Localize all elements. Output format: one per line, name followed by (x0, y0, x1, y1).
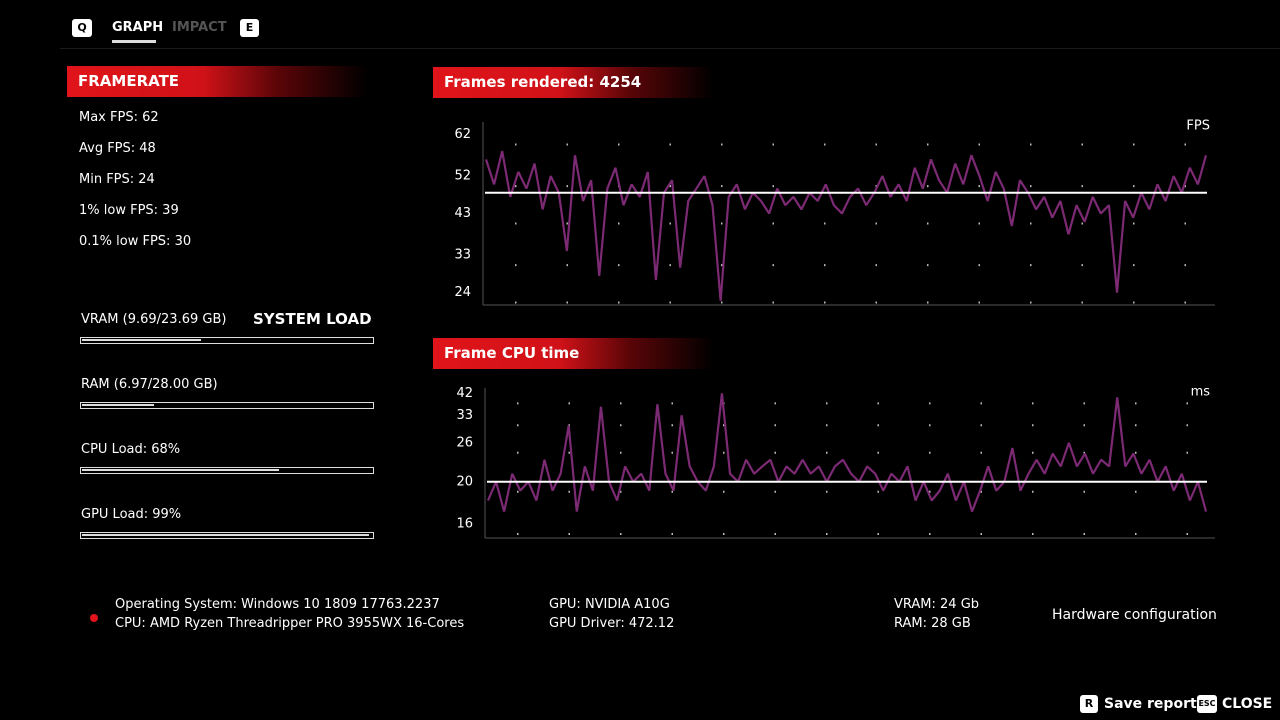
hw-gpu: GPU: NVIDIA A10G (549, 597, 670, 612)
load-label: GPU Load: 99% (81, 507, 182, 522)
stat: Min FPS: 24 (79, 172, 155, 187)
e-key[interactable]: E (240, 19, 259, 37)
graph-header: Frame CPU time (433, 338, 714, 369)
frame-line (486, 393, 1208, 512)
y-tick-label: 42 (456, 386, 473, 401)
y-tick-label: 24 (454, 285, 471, 300)
tab-graph[interactable]: GRAPH (112, 20, 164, 35)
unit-label: FPS (1186, 119, 1210, 134)
load-label: RAM (6.97/28.00 GB) (81, 377, 218, 392)
framerate-header: FRAMERATE (67, 66, 368, 97)
load-fill (82, 339, 201, 341)
hw-title: Hardware configuration (1052, 607, 1217, 623)
stat: 1% low FPS: 39 (79, 203, 179, 218)
stat: Avg FPS: 48 (79, 141, 156, 156)
stat: Max FPS: 62 (79, 110, 159, 125)
y-tick-label: 20 (456, 474, 473, 489)
save-report[interactable]: Save report (1104, 696, 1197, 712)
y-tick-label: 33 (454, 248, 471, 263)
divider (60, 48, 1280, 49)
hw-vram: VRAM: 24 Gb (894, 597, 980, 612)
tab-underline (112, 40, 156, 43)
save-key[interactable]: R (1080, 695, 1098, 713)
load-track (80, 337, 374, 344)
load-label: VRAM (9.69/23.69 GB) (81, 312, 227, 327)
unit-label: ms (1191, 385, 1211, 400)
y-tick-label: 26 (456, 435, 473, 450)
load-fill (82, 534, 370, 536)
y-tick-label: 33 (456, 408, 473, 423)
hw-ram: RAM: 28 GB (894, 616, 971, 631)
load-track (80, 402, 374, 409)
frame-line (484, 150, 1208, 301)
system-load-title: SYSTEM LOAD (253, 310, 372, 328)
close[interactable]: CLOSE (1222, 696, 1273, 712)
load-fill (82, 404, 155, 406)
tab-impact[interactable]: IMPACT (172, 20, 227, 35)
graph-header: Frames rendered: 4254 (433, 67, 714, 98)
y-tick-label: 52 (454, 169, 471, 184)
hw-os: Operating System: Windows 10 1809 17763.… (115, 597, 440, 612)
status-dot (90, 614, 98, 622)
y-tick-label: 16 (456, 516, 473, 531)
y-tick-label: 43 (454, 206, 471, 221)
q-key[interactable]: Q (72, 19, 92, 37)
load-track (80, 467, 374, 474)
load-track (80, 532, 374, 539)
load-fill (82, 469, 280, 471)
y-tick-label: 62 (454, 127, 471, 142)
esc-key[interactable]: ESC (1197, 695, 1217, 713)
hw-cpu: CPU: AMD Ryzen Threadripper PRO 3955WX 1… (115, 616, 465, 631)
hw-driver: GPU Driver: 472.12 (549, 616, 675, 631)
stat: 0.1% low FPS: 30 (79, 234, 192, 249)
load-label: CPU Load: 68% (81, 442, 181, 457)
